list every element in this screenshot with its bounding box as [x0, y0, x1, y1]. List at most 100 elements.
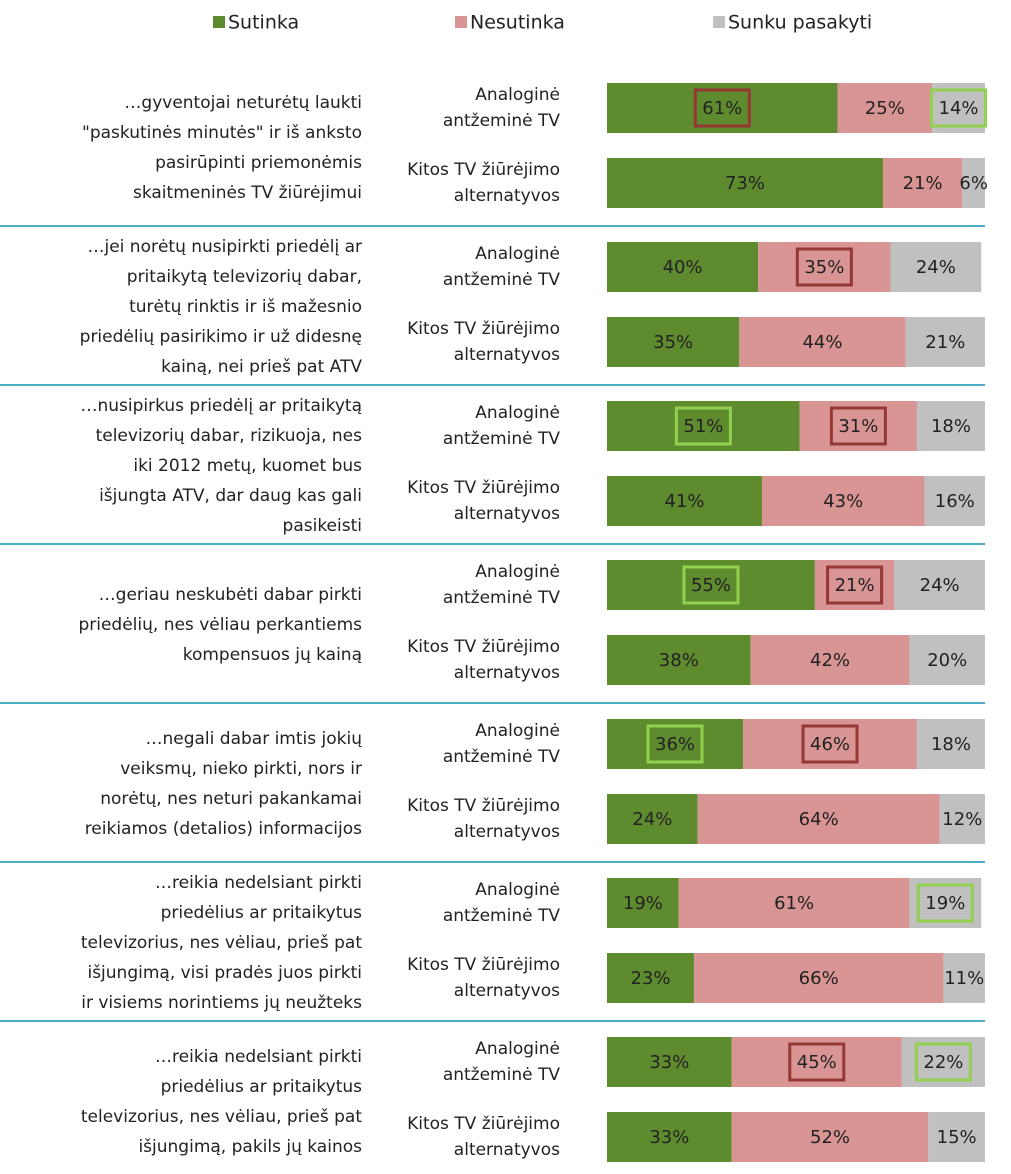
- bar-segment: [916, 401, 985, 451]
- data-label: 15%: [937, 1127, 977, 1148]
- statement-line: pasikeisti: [283, 516, 362, 536]
- category-label: alternatyvos: [454, 1140, 560, 1160]
- category-label: Kitos TV žiūrėjimo: [407, 796, 560, 816]
- bar-segment: [894, 560, 985, 610]
- statement-line: norėtų, nes neturi pakankamai: [100, 789, 362, 809]
- data-label: 44%: [802, 332, 842, 353]
- statement-line: kainą, nei prieš pat ATV: [161, 357, 362, 377]
- legend-label: Sunku pasakyti: [728, 12, 872, 34]
- highlight-box: [801, 724, 859, 764]
- data-label: 18%: [931, 734, 971, 755]
- category-label: Analoginė: [475, 1039, 560, 1059]
- bar-segment: [890, 242, 982, 292]
- statement-line: priedėlių, nes vėliau perkantiems: [78, 615, 362, 635]
- highlight-box: [930, 88, 988, 128]
- category-label: alternatyvos: [454, 345, 560, 365]
- category-label: Analoginė: [475, 880, 560, 900]
- bar-segment: [939, 794, 985, 844]
- data-label: 51%: [683, 416, 723, 437]
- legend-label: Sutinka: [228, 12, 299, 34]
- category-label: antžeminė TV: [443, 1065, 561, 1085]
- data-label: 23%: [630, 968, 670, 989]
- category-label: Analoginė: [475, 403, 560, 423]
- data-label: 35%: [804, 257, 844, 278]
- data-label: 11%: [944, 968, 984, 989]
- statement-line: išjungimą, pakils jų kainos: [138, 1137, 362, 1157]
- statement-line: …nusipirkus priedėlį ar pritaikytą: [80, 396, 362, 416]
- bar-segment: [739, 317, 906, 367]
- bar-segment: [928, 1112, 985, 1162]
- category-label: alternatyvos: [454, 822, 560, 842]
- data-label: 41%: [664, 491, 704, 512]
- statement-line: …reikia nedelsiant pirkti: [155, 873, 362, 893]
- bar-segment: [607, 1037, 732, 1087]
- data-label: 24%: [916, 257, 956, 278]
- category-label: Analoginė: [475, 562, 560, 582]
- bar-segment: [905, 317, 985, 367]
- statement-line: išjungta ATV, dar daug kas gali: [99, 486, 362, 506]
- bar-segment: [607, 317, 740, 367]
- data-label: 45%: [797, 1052, 837, 1073]
- data-label: 73%: [725, 173, 765, 194]
- bar-segment: [607, 878, 679, 928]
- statement-line: …geriau neskubėti dabar pirkti: [99, 585, 362, 605]
- data-label: 33%: [649, 1052, 689, 1073]
- statement-line: …jei norėtų nusipirkti priedėlį ar: [87, 237, 362, 257]
- statement-line: …gyventojai neturėtų laukti: [124, 93, 362, 113]
- data-label: 16%: [935, 491, 975, 512]
- data-label: 40%: [663, 257, 703, 278]
- data-label: 18%: [931, 416, 971, 437]
- data-label: 61%: [702, 98, 742, 119]
- category-label: alternatyvos: [454, 504, 560, 524]
- bar-segment: [761, 476, 925, 526]
- data-label: 19%: [623, 893, 663, 914]
- category-label: Analoginė: [475, 721, 560, 741]
- bar-segment: [882, 158, 963, 208]
- bar-segment: [607, 242, 759, 292]
- bar-segment: [693, 953, 944, 1003]
- highlight-box: [795, 247, 853, 287]
- statement-line: reikiamos (detalios) informacijos: [85, 819, 362, 839]
- data-label: 61%: [774, 893, 814, 914]
- statement-line: televizorius, nes vėliau, prieš pat: [81, 1107, 362, 1127]
- statement-line: pasirūpinti priemonėmis: [155, 153, 362, 173]
- data-label: 6%: [959, 173, 988, 194]
- category-label: antžeminė TV: [443, 270, 561, 290]
- bar-segment: [607, 476, 762, 526]
- category-label: antžeminė TV: [443, 429, 561, 449]
- data-label: 22%: [923, 1052, 963, 1073]
- data-label: 46%: [810, 734, 850, 755]
- category-label: antžeminė TV: [443, 111, 561, 131]
- category-label: alternatyvos: [454, 663, 560, 683]
- statement-line: priedėlius ar pritaikytus: [161, 1077, 363, 1097]
- bar-segment: [697, 794, 940, 844]
- bar-segment: [943, 953, 985, 1003]
- bar-segment: [731, 1112, 929, 1162]
- bar-segment: [924, 476, 985, 526]
- statement-line: išjungimą, visi pradės juos pirkti: [87, 963, 362, 983]
- data-label: 19%: [925, 893, 965, 914]
- statement-line: priedėlių pasirikimo ir už didesnę: [80, 327, 362, 347]
- category-label: alternatyvos: [454, 186, 560, 206]
- data-label: 21%: [925, 332, 965, 353]
- data-label: 36%: [655, 734, 695, 755]
- bar-segment: [909, 635, 985, 685]
- category-label: Analoginė: [475, 244, 560, 264]
- data-label: 33%: [649, 1127, 689, 1148]
- bar-segment: [607, 794, 698, 844]
- data-label: 21%: [835, 575, 875, 596]
- bar-segment: [678, 878, 910, 928]
- statement-line: turėtų rinktis ir iš mažesnio: [129, 297, 362, 317]
- data-label: 55%: [691, 575, 731, 596]
- legend-swatch: [455, 16, 467, 28]
- highlight-box: [826, 565, 884, 605]
- data-label: 38%: [659, 650, 699, 671]
- category-label: Kitos TV žiūrėjimo: [407, 637, 560, 657]
- statement-line: ir visiems norintiems jų neužteks: [81, 993, 362, 1013]
- statement-line: skaitmeninės TV žiūrėjimui: [133, 183, 362, 203]
- highlight-box: [646, 724, 704, 764]
- data-label: 42%: [810, 650, 850, 671]
- category-label: antžeminė TV: [443, 588, 561, 608]
- highlight-box: [693, 88, 751, 128]
